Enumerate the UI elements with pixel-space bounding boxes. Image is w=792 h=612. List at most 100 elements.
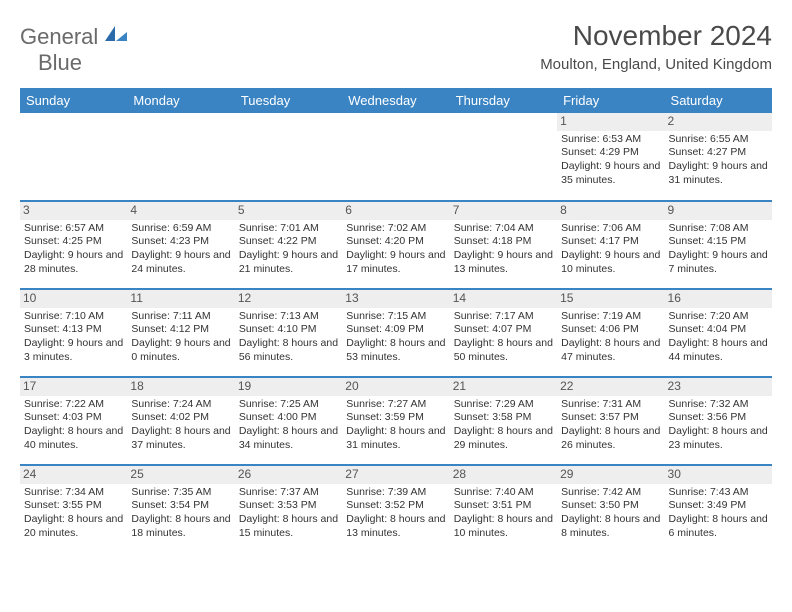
calendar-day-cell: 10Sunrise: 7:10 AMSunset: 4:13 PMDayligh… — [20, 289, 127, 377]
day-number: 22 — [557, 378, 664, 396]
sunset-line: Sunset: 4:12 PM — [131, 323, 230, 337]
day-number: 14 — [450, 290, 557, 308]
daylight-line: Daylight: 8 hours and 34 minutes. — [239, 425, 338, 452]
sunrise-line: Sunrise: 7:31 AM — [561, 398, 660, 412]
weekday-header: Thursday — [450, 88, 557, 113]
daylight-line: Daylight: 8 hours and 44 minutes. — [669, 337, 768, 364]
daylight-line: Daylight: 9 hours and 10 minutes. — [561, 249, 660, 276]
day-number: 17 — [20, 378, 127, 396]
calendar-day-cell: 14Sunrise: 7:17 AMSunset: 4:07 PMDayligh… — [450, 289, 557, 377]
calendar-day-cell: 22Sunrise: 7:31 AMSunset: 3:57 PMDayligh… — [557, 377, 664, 465]
day-number: 21 — [450, 378, 557, 396]
sunrise-line: Sunrise: 7:17 AM — [454, 310, 553, 324]
sunset-line: Sunset: 3:50 PM — [561, 499, 660, 513]
sunset-line: Sunset: 3:49 PM — [669, 499, 768, 513]
sunrise-line: Sunrise: 7:19 AM — [561, 310, 660, 324]
sunset-line: Sunset: 4:00 PM — [239, 411, 338, 425]
sunset-line: Sunset: 4:04 PM — [669, 323, 768, 337]
day-number: 7 — [450, 202, 557, 220]
daylight-line: Daylight: 8 hours and 15 minutes. — [239, 513, 338, 540]
sunset-line: Sunset: 3:59 PM — [346, 411, 445, 425]
sunrise-line: Sunrise: 7:04 AM — [454, 222, 553, 236]
day-number: 18 — [127, 378, 234, 396]
sunset-line: Sunset: 4:15 PM — [669, 235, 768, 249]
calendar-day-cell: 6Sunrise: 7:02 AMSunset: 4:20 PMDaylight… — [342, 201, 449, 289]
daylight-line: Daylight: 8 hours and 50 minutes. — [454, 337, 553, 364]
calendar-day-cell: 26Sunrise: 7:37 AMSunset: 3:53 PMDayligh… — [235, 465, 342, 553]
daylight-line: Daylight: 8 hours and 37 minutes. — [131, 425, 230, 452]
day-number: 11 — [127, 290, 234, 308]
day-number: 28 — [450, 466, 557, 484]
calendar-day-cell: 9Sunrise: 7:08 AMSunset: 4:15 PMDaylight… — [665, 201, 772, 289]
daylight-line: Daylight: 8 hours and 23 minutes. — [669, 425, 768, 452]
logo-line1: General — [20, 24, 98, 49]
sunset-line: Sunset: 4:06 PM — [561, 323, 660, 337]
sunrise-line: Sunrise: 6:55 AM — [669, 133, 768, 147]
sunrise-line: Sunrise: 7:34 AM — [24, 486, 123, 500]
calendar-week-row: 1 Sunrise: 6:53 AMSunset: 4:29 PM Daylight… — [20, 113, 772, 201]
sunrise-line: Sunrise: 6:57 AM — [24, 222, 123, 236]
day-number: 10 — [20, 290, 127, 308]
daylight-line: Daylight: 8 hours and 53 minutes. — [346, 337, 445, 364]
daylight-line: Daylight: 8 hours and 26 minutes. — [561, 425, 660, 452]
sunset-line: Sunset: 3:54 PM — [131, 499, 230, 513]
daylight-line: Daylight: 8 hours and 13 minutes. — [346, 513, 445, 540]
calendar-day-cell: 11Sunrise: 7:11 AMSunset: 4:12 PMDayligh… — [127, 289, 234, 377]
day-number: 20 — [342, 378, 449, 396]
sunset-line: Sunset: 4:29 PM — [561, 146, 660, 160]
calendar-day-cell: 7Sunrise: 7:04 AMSunset: 4:18 PMDaylight… — [450, 201, 557, 289]
calendar-week-row: 17Sunrise: 7:22 AMSunset: 4:03 PMDayligh… — [20, 377, 772, 465]
daylight-line: Daylight: 8 hours and 47 minutes. — [561, 337, 660, 364]
weekday-header: Monday — [127, 88, 234, 113]
calendar-day-cell: 23Sunrise: 7:32 AMSunset: 3:56 PMDayligh… — [665, 377, 772, 465]
calendar-day-cell — [20, 113, 127, 201]
sunrise-line: Sunrise: 7:01 AM — [239, 222, 338, 236]
sunrise-line: Sunrise: 7:22 AM — [24, 398, 123, 412]
daylight-line: Daylight: 8 hours and 56 minutes. — [239, 337, 338, 364]
day-number: 25 — [127, 466, 234, 484]
sunrise-line: Sunrise: 7:37 AM — [239, 486, 338, 500]
sunrise-line: Sunrise: 7:27 AM — [346, 398, 445, 412]
calendar-page: General Blue November 2024 Moulton, Engl… — [0, 0, 792, 553]
weekday-header: Friday — [557, 88, 664, 113]
daylight-line: Daylight: 9 hours and 31 minutes. — [669, 160, 768, 187]
calendar-day-cell: 21Sunrise: 7:29 AMSunset: 3:58 PMDayligh… — [450, 377, 557, 465]
day-number: 29 — [557, 466, 664, 484]
calendar-day-cell — [235, 113, 342, 201]
daylight-line: Daylight: 9 hours and 7 minutes. — [669, 249, 768, 276]
calendar-week-row: 3Sunrise: 6:57 AMSunset: 4:25 PMDaylight… — [20, 201, 772, 289]
daylight-line: Daylight: 8 hours and 8 minutes. — [561, 513, 660, 540]
calendar-day-cell — [342, 113, 449, 201]
sunrise-line: Sunrise: 6:59 AM — [131, 222, 230, 236]
daylight-line: Daylight: 9 hours and 17 minutes. — [346, 249, 445, 276]
sunset-line: Sunset: 4:09 PM — [346, 323, 445, 337]
calendar-day-cell: 20 Sunrise: 7:27 AMSunset: 3:59 PMDayligh… — [342, 377, 449, 465]
sunrise-line: Sunrise: 7:35 AM — [131, 486, 230, 500]
day-number: 27 — [342, 466, 449, 484]
sunrise-line: Sunrise: 7:39 AM — [346, 486, 445, 500]
logo: General Blue — [20, 24, 127, 76]
day-number: 16 — [665, 290, 772, 308]
sunrise-line: Sunrise: 7:32 AM — [669, 398, 768, 412]
sunrise-line: Sunrise: 7:25 AM — [239, 398, 338, 412]
calendar-day-cell — [450, 113, 557, 201]
header: General Blue November 2024 Moulton, Engl… — [20, 20, 772, 76]
logo-text-block: General Blue — [20, 24, 127, 76]
calendar-day-cell: 24Sunrise: 7:34 AMSunset: 3:55 PMDayligh… — [20, 465, 127, 553]
daylight-line: Daylight: 8 hours and 31 minutes. — [346, 425, 445, 452]
sunrise-line: Sunrise: 7:40 AM — [454, 486, 553, 500]
daylight-line: Daylight: 8 hours and 29 minutes. — [454, 425, 553, 452]
calendar-day-cell: 2Sunrise: 6:55 AMSunset: 4:27 PMDaylight… — [665, 113, 772, 201]
month-title: November 2024 — [540, 20, 772, 52]
day-number: 3 — [20, 202, 127, 220]
calendar-header-row: SundayMondayTuesdayWednesdayThursdayFrid… — [20, 88, 772, 113]
day-number: 1 — [557, 113, 664, 131]
daylight-line: Daylight: 9 hours and 24 minutes. — [131, 249, 230, 276]
sunset-line: Sunset: 4:22 PM — [239, 235, 338, 249]
sunrise-line: Sunrise: 6:53 AM — [561, 133, 660, 147]
sunset-line: Sunset: 3:58 PM — [454, 411, 553, 425]
calendar-day-cell — [127, 113, 234, 201]
sunset-line: Sunset: 4:02 PM — [131, 411, 230, 425]
daylight-line: Daylight: 8 hours and 18 minutes. — [131, 513, 230, 540]
day-number: 30 — [665, 466, 772, 484]
